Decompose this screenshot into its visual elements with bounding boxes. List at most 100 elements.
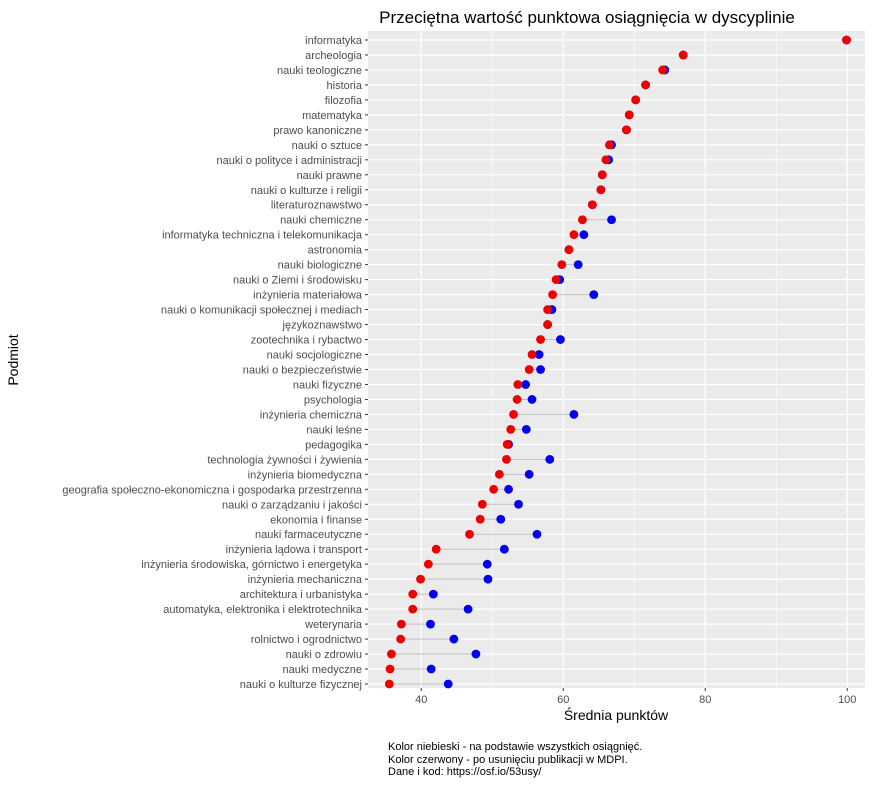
y-tick-label: informatyka	[305, 35, 363, 47]
point-blue	[504, 484, 513, 494]
y-tick-label: językoznawstwo	[282, 320, 362, 332]
y-tick-label: nauki o kulturze fizycznej	[240, 679, 362, 691]
point-blue	[534, 350, 544, 359]
y-tick-label: inżynieria biomedyczna	[248, 469, 363, 481]
point-blue	[527, 395, 537, 404]
plot-panel	[368, 31, 865, 688]
y-tick-label: astronomia	[308, 245, 363, 257]
data-points	[384, 35, 851, 689]
point-red	[431, 544, 441, 554]
point-blue	[556, 335, 565, 344]
point-red	[385, 664, 395, 674]
point-red	[475, 514, 485, 524]
y-tick-label: nauki fizyczne	[293, 379, 362, 391]
point-red	[631, 95, 641, 105]
point-blue	[569, 410, 579, 419]
y-tick-label: nauki medyczne	[283, 664, 363, 676]
y-tick-label: pedagogika	[305, 439, 363, 451]
point-red	[465, 529, 474, 539]
point-blue	[443, 679, 453, 689]
y-tick-label: nauki o zarządzaniu i jakości	[222, 499, 362, 511]
y-tick-label: nauki chemiczne	[280, 215, 362, 227]
y-tick-label: nauki teologiczne	[277, 65, 362, 77]
point-red	[423, 559, 433, 569]
y-tick-label: informatyka techniczna i telekomunikacja	[162, 230, 363, 242]
point-red	[512, 395, 522, 404]
y-tick-label: nauki leśne	[306, 424, 362, 436]
y-tick-label: nauki o Ziemi i środowisku	[233, 275, 362, 287]
point-red	[384, 679, 394, 689]
grid-lines	[368, 31, 865, 688]
y-tick-label: matematyka	[302, 110, 363, 122]
y-tick-label: nauki o polityce i administracji	[216, 155, 362, 167]
caption-line-blue: Kolor niebieski - na podstawie wszystkic…	[388, 741, 643, 753]
point-blue	[536, 365, 545, 374]
point-blue	[579, 230, 589, 240]
y-tick-label: inżynieria materiałowa	[253, 290, 363, 302]
point-red	[489, 484, 499, 494]
point-red	[536, 335, 545, 344]
x-tick-label: 80	[699, 694, 711, 706]
caption-line-red: Kolor czerwony - po usunięciu publikacji…	[388, 753, 628, 766]
x-tick-label: 100	[838, 694, 856, 706]
point-red	[548, 290, 557, 300]
point-red	[502, 439, 512, 449]
point-blue	[496, 514, 506, 524]
point-red	[658, 65, 668, 75]
point-red	[494, 469, 504, 479]
point-blue	[428, 589, 438, 599]
point-red	[596, 185, 606, 195]
y-tick-label: historia	[327, 80, 363, 92]
y-tick-label: zootechnika i rybactwo	[251, 335, 362, 347]
point-blue	[482, 559, 492, 569]
point-red	[524, 365, 534, 374]
y-tick-label: archeologia	[305, 50, 363, 62]
y-tick-label: inżynieria środowiska, górnictwo i energ…	[141, 559, 363, 571]
y-tick-label: nauki farmaceutyczne	[255, 529, 362, 541]
point-blue	[524, 469, 534, 479]
point-blue	[426, 619, 435, 629]
y-tick-label: inżynieria mechaniczna	[248, 574, 363, 586]
point-red	[601, 155, 611, 165]
x-tick-label: 40	[415, 694, 427, 706]
point-blue	[426, 664, 436, 674]
y-tick-label: nauki biologiczne	[278, 260, 362, 272]
point-blue	[449, 634, 459, 644]
point-blue	[521, 380, 531, 389]
y-tick-label: geografia społeczno-ekonomiczna i gospod…	[62, 484, 363, 496]
point-red	[509, 410, 518, 419]
y-tick-label: nauki socjologiczne	[267, 350, 362, 362]
point-blue	[545, 454, 555, 464]
y-tick-label: rolnictwo i ogrodnictwo	[251, 634, 362, 646]
point-red	[527, 350, 537, 359]
point-red	[416, 574, 425, 584]
point-red	[477, 499, 487, 509]
y-axis-title: Podmiot	[5, 334, 21, 385]
point-blue	[463, 604, 473, 614]
point-red	[387, 649, 396, 659]
y-tick-label: weterynaria	[304, 619, 363, 631]
y-tick-label: prawo kanoniczne	[273, 125, 362, 137]
x-tick-labels: 40 60 80 100	[415, 688, 856, 706]
y-tick-label: nauki o sztuce	[292, 140, 362, 152]
y-tick-label: psychologia	[304, 394, 363, 406]
point-blue	[573, 260, 583, 270]
point-red	[513, 380, 523, 389]
point-red	[605, 140, 614, 150]
point-red	[543, 320, 553, 329]
chart-title: Przeciętna wartość punktowa osiągnięcia …	[379, 8, 795, 27]
point-red	[564, 245, 574, 255]
y-tick-label: architektura i urbanistyka	[240, 589, 363, 601]
point-red	[842, 35, 851, 45]
y-tick-label: literaturoznawstwo	[271, 200, 362, 212]
caption-line-source: Dane i kod: https://osf.io/53usy/	[388, 766, 542, 778]
point-blue	[483, 574, 493, 584]
point-red	[624, 110, 634, 120]
y-tick-label: nauki o kulturze i religii	[251, 185, 362, 197]
point-blue	[532, 529, 542, 539]
caption: Kolor niebieski - na podstawie wszystkic…	[388, 741, 642, 779]
x-tick-label: 60	[557, 694, 569, 706]
point-red	[557, 260, 567, 270]
point-red	[543, 305, 553, 314]
